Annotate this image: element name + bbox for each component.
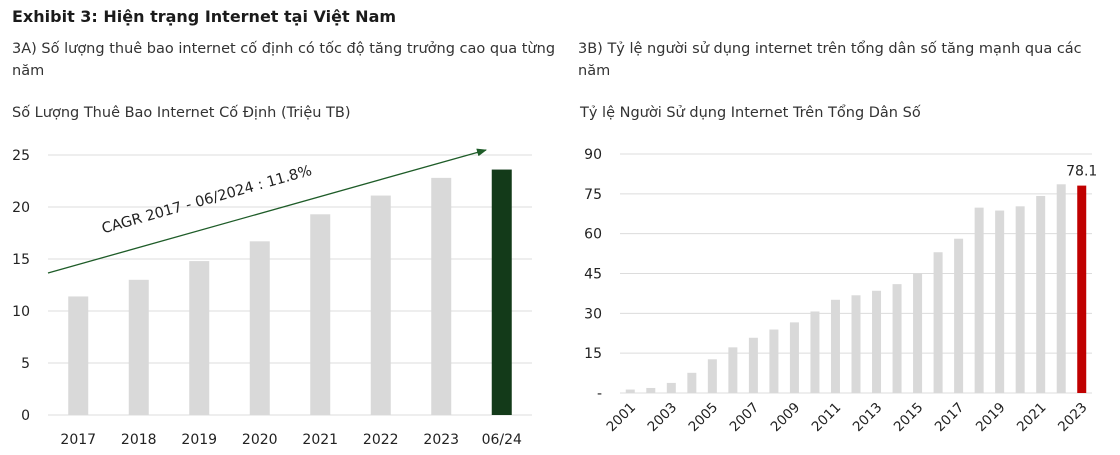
bar-2019 <box>995 210 1005 393</box>
x-tick-label: 2017 <box>932 400 968 436</box>
x-tick-label: 2023 <box>423 432 459 448</box>
bar-2014 <box>892 284 902 393</box>
x-tick-label: 2013 <box>850 400 886 436</box>
bar-2020 <box>1015 206 1025 393</box>
x-tick-label: 2022 <box>363 432 399 448</box>
bar-2010 <box>810 311 820 393</box>
y-tick-label: 25 <box>12 148 30 164</box>
right-chart-title: Tỷ lệ Người Sử dụng Internet Trên Tổng D… <box>580 105 921 121</box>
x-tick-label: 2023 <box>1055 400 1091 436</box>
exhibit-title: Exhibit 3: Hiện trạng Internet tại Việt … <box>12 7 397 26</box>
bar-2005 <box>707 359 717 393</box>
cagr-annotation: CAGR 2017 - 06/2024 : 11.8% <box>100 163 314 237</box>
subscribers-bar-chart: 0 5 10 15 20 25 2017 2018 2019 2020 2021 2022 2023 06… <box>12 148 532 448</box>
bar-2022 <box>1056 184 1066 393</box>
y-tick-label: 5 <box>21 356 30 372</box>
x-tick-label: 2001 <box>603 400 639 436</box>
left-chart-title: Số Lượng Thuê Bao Internet Cố Định (Triệ… <box>12 105 351 121</box>
y-tick-label: 30 <box>584 306 602 322</box>
y-tick-label: 15 <box>584 346 602 362</box>
x-tick-label: 2007 <box>727 400 763 436</box>
bar-2022 <box>370 195 391 415</box>
x-tick-label: 2021 <box>1014 400 1050 436</box>
cagr-arrow <box>47 148 487 274</box>
x-tick-label: 2017 <box>60 432 96 448</box>
bar-2003 <box>666 382 676 393</box>
y-tick-label: 10 <box>12 304 30 320</box>
bar-2001 <box>625 389 635 393</box>
bar-2018 <box>128 279 149 415</box>
bar-2013 <box>872 290 882 393</box>
x-tick-label: 2019 <box>181 432 217 448</box>
y-tick-label: 45 <box>584 267 602 283</box>
bar-2012 <box>851 295 861 393</box>
bar-2017 <box>954 238 964 393</box>
x-tick-label: 2021 <box>302 432 338 448</box>
y-tick-label: 15 <box>12 252 30 268</box>
bar-06-24 <box>491 169 512 415</box>
x-tick-label: 2005 <box>686 400 722 436</box>
bar-2021 <box>310 214 331 415</box>
x-tick-label: 2009 <box>768 400 804 436</box>
y-tick-label: 75 <box>584 187 602 203</box>
data-label: 78.1 <box>1066 164 1097 180</box>
bar-2007 <box>748 337 758 393</box>
y-tick-label: 90 <box>584 147 602 163</box>
bar-2021 <box>1036 195 1046 393</box>
bar-2009 <box>789 322 799 393</box>
bar-2020 <box>249 241 270 415</box>
x-tick-label: 2020 <box>242 432 278 448</box>
bar-2018 <box>974 207 984 393</box>
bar-2008 <box>769 329 779 393</box>
x-tick-label: 2011 <box>809 400 845 436</box>
y-tick-label: - <box>597 386 602 402</box>
bar-2023 <box>431 177 452 415</box>
left-subtitle: 3A) Số lượng thuê bao internet cố định c… <box>12 41 556 79</box>
bar-2019 <box>189 261 210 415</box>
bar-2017 <box>68 296 89 415</box>
y-tick-label: 0 <box>21 408 30 424</box>
bar-2015 <box>913 273 923 393</box>
bar-2002 <box>646 387 656 393</box>
y-tick-label: 20 <box>12 200 30 216</box>
x-tick-label: 2003 <box>645 400 681 436</box>
x-tick-label: 2015 <box>891 400 927 436</box>
x-tick-label: 06/24 <box>482 432 522 448</box>
x-tick-label: 2018 <box>121 432 157 448</box>
bar-2004 <box>687 372 697 393</box>
bar-2006 <box>728 347 738 393</box>
y-tick-label: 60 <box>584 227 602 243</box>
x-tick-label: 2019 <box>973 400 1009 436</box>
bar-2023 <box>1077 185 1087 393</box>
bar-2016 <box>933 252 943 393</box>
right-subtitle: 3B) Tỷ lệ người sử dụng internet trên tổ… <box>578 41 1082 79</box>
bar-2011 <box>830 299 840 393</box>
